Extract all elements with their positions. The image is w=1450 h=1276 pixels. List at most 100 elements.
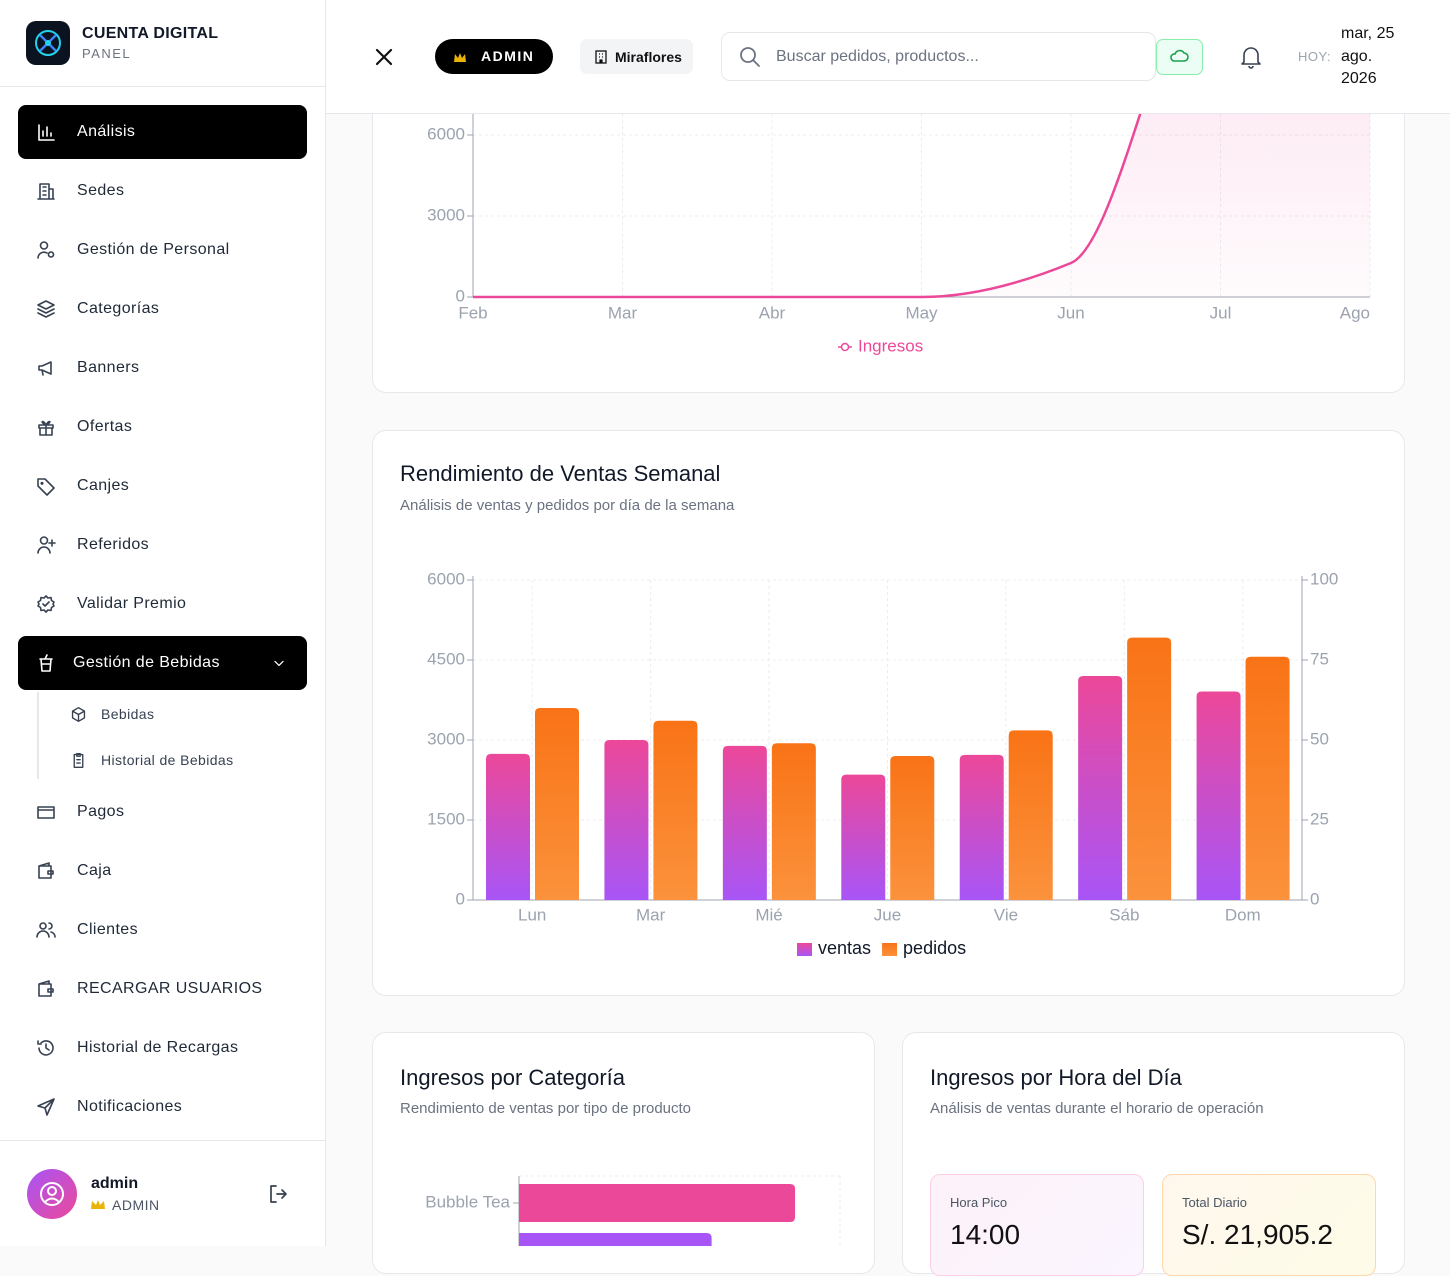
icon-path [37, 595, 55, 613]
nav-item[interactable]: Análisis [18, 105, 307, 159]
stat-card: Total Diario S/. 21,905.2 [1162, 1174, 1376, 1276]
nav-icon [38, 124, 55, 141]
nav-item[interactable]: Canjes [18, 459, 307, 513]
icon-path [38, 980, 54, 997]
nav-item[interactable]: RECARGAR USUARIOS [18, 962, 307, 1016]
crown-icon [91, 1200, 105, 1209]
icon-path [38, 124, 55, 141]
nav-label: Canjes [77, 477, 130, 494]
nav-icon [274, 660, 284, 667]
icon-path [73, 752, 84, 768]
nav-item[interactable]: Validar Premio [18, 577, 307, 631]
nav-icon [37, 595, 55, 613]
icon-path [37, 478, 55, 496]
role-label: ADMIN [481, 48, 535, 64]
icon-path [37, 536, 56, 554]
nav-item[interactable]: Sedes [18, 164, 307, 218]
nav-icon [38, 980, 54, 997]
cloud-icon [1170, 49, 1189, 62]
nav-item[interactable]: Gestión de Personal [18, 223, 307, 277]
submenu-line [37, 692, 39, 779]
nav-label: RECARGAR USUARIOS [77, 980, 263, 997]
notifications-button[interactable] [1240, 45, 1262, 69]
nav-icon [37, 1098, 55, 1116]
nav-item[interactable]: Historial de Recargas [18, 1021, 307, 1075]
nav-icon [37, 183, 55, 200]
icon-path [37, 806, 55, 819]
submenu-item[interactable]: Bebidas [62, 699, 154, 729]
building-icon [595, 50, 607, 64]
search-placeholder: Buscar pedidos, productos... [776, 48, 979, 65]
close-button[interactable] [374, 47, 394, 67]
nav-label: Clientes [77, 921, 139, 938]
nav-label: Gestión de Bebidas [73, 654, 220, 671]
divider [0, 86, 325, 87]
nav-label: Ofertas [77, 418, 133, 435]
nav-icon [37, 478, 55, 496]
nav-icon [36, 922, 56, 938]
icon-path [274, 660, 284, 667]
brand-logo [26, 21, 70, 65]
nav-label: Notificaciones [77, 1098, 183, 1115]
nav-icon [38, 862, 54, 879]
nav-label: Gestión de Personal [77, 241, 230, 258]
nav-icon [37, 536, 56, 554]
nav-item[interactable]: Gestión de Bebidas [18, 636, 307, 690]
nav-label: Pagos [77, 803, 125, 820]
nav-icon [37, 1040, 54, 1056]
stat-value: S/. 21,905.2 [1182, 1219, 1334, 1250]
brand-name: CUENTA DIGITAL [82, 25, 219, 42]
date: mar, 25 ago. 2026 [1341, 25, 1395, 87]
nav-icon [71, 706, 86, 722]
top-bar: ADMIN Miraflores Buscar pedidos, product… [326, 0, 1450, 114]
nav-item[interactable]: Caja [18, 844, 307, 898]
nav-item[interactable]: Notificaciones [18, 1080, 307, 1134]
nav-item[interactable]: Referidos [18, 518, 307, 572]
icon-path [37, 1040, 54, 1056]
icon-path [36, 922, 56, 938]
icon-path [37, 241, 55, 259]
search-icon [740, 47, 760, 67]
hourly-card: Ingresos por Hora del Día Análisis de ve… [902, 1032, 1405, 1276]
nav-item[interactable]: Banners [18, 341, 307, 395]
nav-label: Análisis [77, 123, 136, 140]
branch-label: Miraflores [615, 49, 682, 65]
stat-card: Hora Pico 14:00 [930, 1174, 1144, 1276]
user-name: admin [91, 1175, 139, 1192]
divider [0, 1140, 325, 1141]
card-title: Ingresos por Categoría [400, 1065, 626, 1090]
nav-icon [39, 654, 53, 672]
icon-path [71, 706, 86, 722]
submenu-label: Historial de Bebidas [101, 752, 234, 768]
nav-item[interactable]: Clientes [18, 903, 307, 957]
card-subtitle: Análisis de ventas durante el horario de… [930, 1100, 1264, 1117]
icon-path [37, 1098, 55, 1116]
stat-label: Total Diario [1182, 1195, 1248, 1210]
nav-item[interactable]: Categorías [18, 282, 307, 336]
nav-label: Caja [77, 862, 112, 879]
nav-item[interactable]: Ofertas [18, 400, 307, 454]
stat-value: 14:00 [950, 1219, 1021, 1250]
nav-icon [73, 752, 84, 768]
nav-label: Categorías [77, 300, 160, 317]
logout-button[interactable] [267, 1183, 289, 1205]
card-title: Rendimiento de Ventas Semanal [400, 461, 721, 486]
nav-item[interactable]: Pagos [18, 785, 307, 839]
nav-icon [38, 420, 54, 436]
brand-subtitle: PANEL [82, 46, 132, 61]
icon-path [37, 183, 55, 200]
sidebar: CUENTA DIGITAL PANEL Análisis Sedes Gestió… [0, 0, 326, 1246]
card-subtitle: Análisis de ventas y pedidos por día de … [400, 497, 735, 514]
card-title: Ingresos por Hora del Día [930, 1065, 1182, 1090]
user-avatar [27, 1169, 77, 1219]
category-card: Ingresos por Categoría Rendimiento de ve… [372, 1032, 875, 1274]
nav-label: Sedes [77, 182, 125, 199]
submenu-label: Bebidas [101, 706, 155, 722]
date-label: HOY: [1298, 49, 1332, 64]
submenu-item[interactable]: Historial de Bebidas [62, 745, 234, 775]
icon-path [38, 420, 54, 436]
nav-label: Banners [77, 359, 140, 376]
icon-path [38, 862, 54, 879]
nav-icon [37, 241, 55, 259]
